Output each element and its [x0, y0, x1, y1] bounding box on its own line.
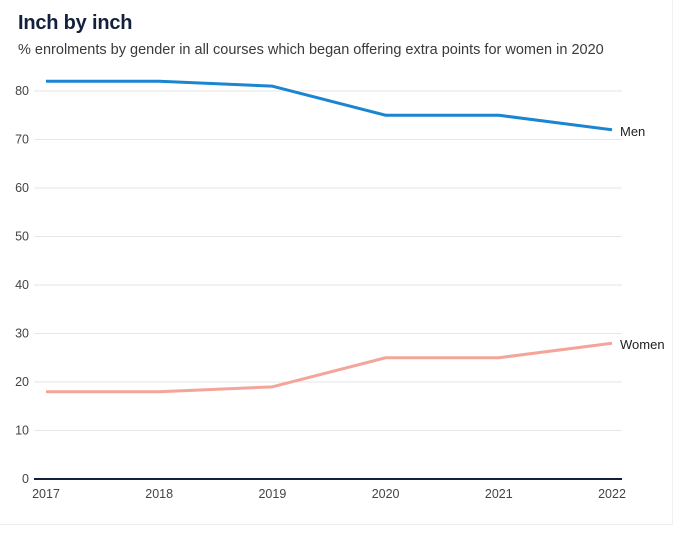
y-tick-label-60: 60 [15, 181, 29, 195]
x-tick-label-2018: 2018 [145, 487, 173, 501]
x-tick-label-2017: 2017 [32, 487, 60, 501]
chart-card: Inch by inch % enrolments by gender in a… [0, 0, 673, 525]
series-line-women [46, 341, 613, 394]
data-point-women-2018 [158, 390, 161, 393]
x-tick-label-2021: 2021 [485, 487, 513, 501]
x-tick-label-2020: 2020 [372, 487, 400, 501]
data-point-women-2021 [497, 356, 500, 359]
data-point-women-2017 [45, 390, 48, 393]
x-tick-label-2019: 2019 [258, 487, 286, 501]
y-tick-label-30: 30 [15, 327, 29, 341]
y-tick-label-10: 10 [15, 424, 29, 438]
data-point-men-2021 [497, 114, 500, 117]
y-tick-label-50: 50 [15, 230, 29, 244]
y-tick-label-40: 40 [15, 278, 29, 292]
data-point-men-2022 [611, 128, 614, 131]
y-tick-label-0: 0 [22, 472, 29, 486]
y-tick-label-70: 70 [15, 133, 29, 147]
data-point-women-2020 [384, 356, 387, 359]
series-label-women: Women [620, 337, 665, 352]
data-point-men-2018 [158, 80, 161, 83]
data-point-men-2019 [271, 85, 274, 88]
series-line-men [46, 79, 613, 132]
y-tick-label-80: 80 [15, 84, 29, 98]
data-point-women-2019 [271, 385, 274, 388]
series-label-men: Men [620, 124, 645, 139]
data-point-women-2022 [611, 342, 614, 345]
chart-title: Inch by inch [18, 12, 133, 34]
x-tick-label-2022: 2022 [598, 487, 626, 501]
chart-subtitle: % enrolments by gender in all courses wh… [18, 42, 604, 58]
data-point-men-2017 [45, 80, 48, 83]
y-tick-label-20: 20 [15, 375, 29, 389]
data-point-men-2020 [384, 114, 387, 117]
